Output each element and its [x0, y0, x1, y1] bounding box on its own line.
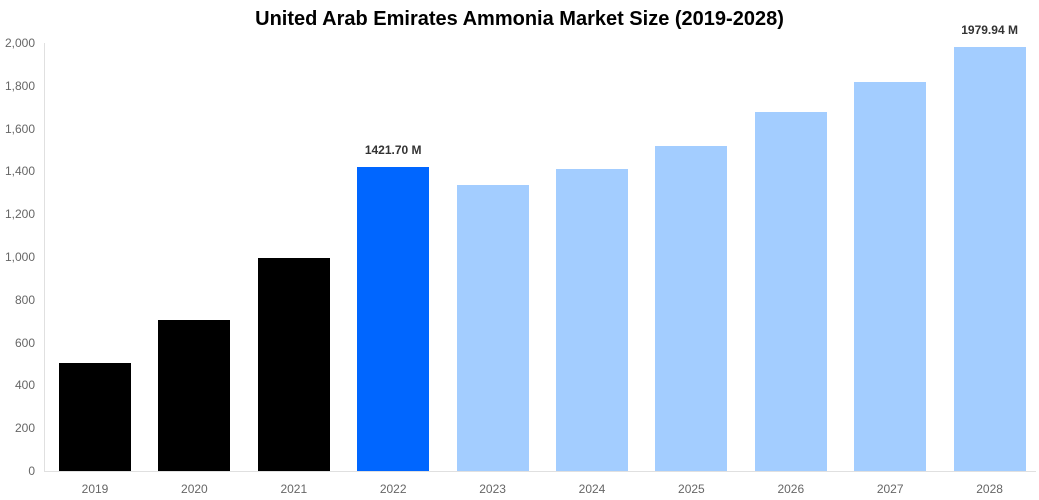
y-tick-label: 800: [14, 292, 35, 307]
bar-2019: [59, 362, 131, 471]
bar-2022: [357, 166, 430, 471]
x-tick-label: 2025: [678, 482, 705, 496]
bar-2028: [953, 47, 1026, 471]
x-tick-label: 2022: [379, 482, 407, 496]
x-tick-label: 2024: [578, 482, 606, 496]
y-tick-label: 200: [14, 421, 35, 436]
x-tick-label: 2027: [876, 482, 904, 496]
y-tick-label: 1,600: [4, 121, 35, 136]
y-tick-label: 400: [14, 378, 35, 393]
x-tick-label: 2019: [81, 482, 109, 496]
x-tick-label: 2023: [479, 482, 506, 496]
y-tick-label: 1,000: [4, 250, 35, 264]
x-tick-label: 2020: [181, 482, 208, 496]
x-tick-label: 2026: [777, 482, 805, 496]
x-tick-label: 2028: [976, 482, 1003, 496]
y-tick-label: 1,200: [4, 207, 35, 222]
bar-2024: [556, 169, 628, 471]
bar-2027: [854, 81, 927, 471]
bar-2026: [754, 111, 827, 471]
y-tick-label: 2,000: [4, 36, 35, 50]
bar-2025: [655, 145, 728, 471]
bar-2020: [158, 319, 231, 471]
bar-2023: [456, 185, 529, 471]
bar-2021: [257, 258, 330, 471]
y-tick-label: 1,400: [4, 164, 35, 179]
y-tick-label: 600: [14, 335, 35, 350]
data-label: 1421.70 M: [364, 142, 422, 157]
y-axis-line: [44, 43, 45, 471]
x-axis-line: [44, 471, 1036, 472]
y-tick-label: 0: [28, 464, 35, 478]
x-tick-label: 2021: [280, 482, 308, 496]
data-label: 1979.94 M: [961, 23, 1018, 38]
y-tick-label: 1,800: [4, 78, 35, 93]
chart-title: United Arab Emirates Ammonia Market Size…: [255, 8, 784, 30]
